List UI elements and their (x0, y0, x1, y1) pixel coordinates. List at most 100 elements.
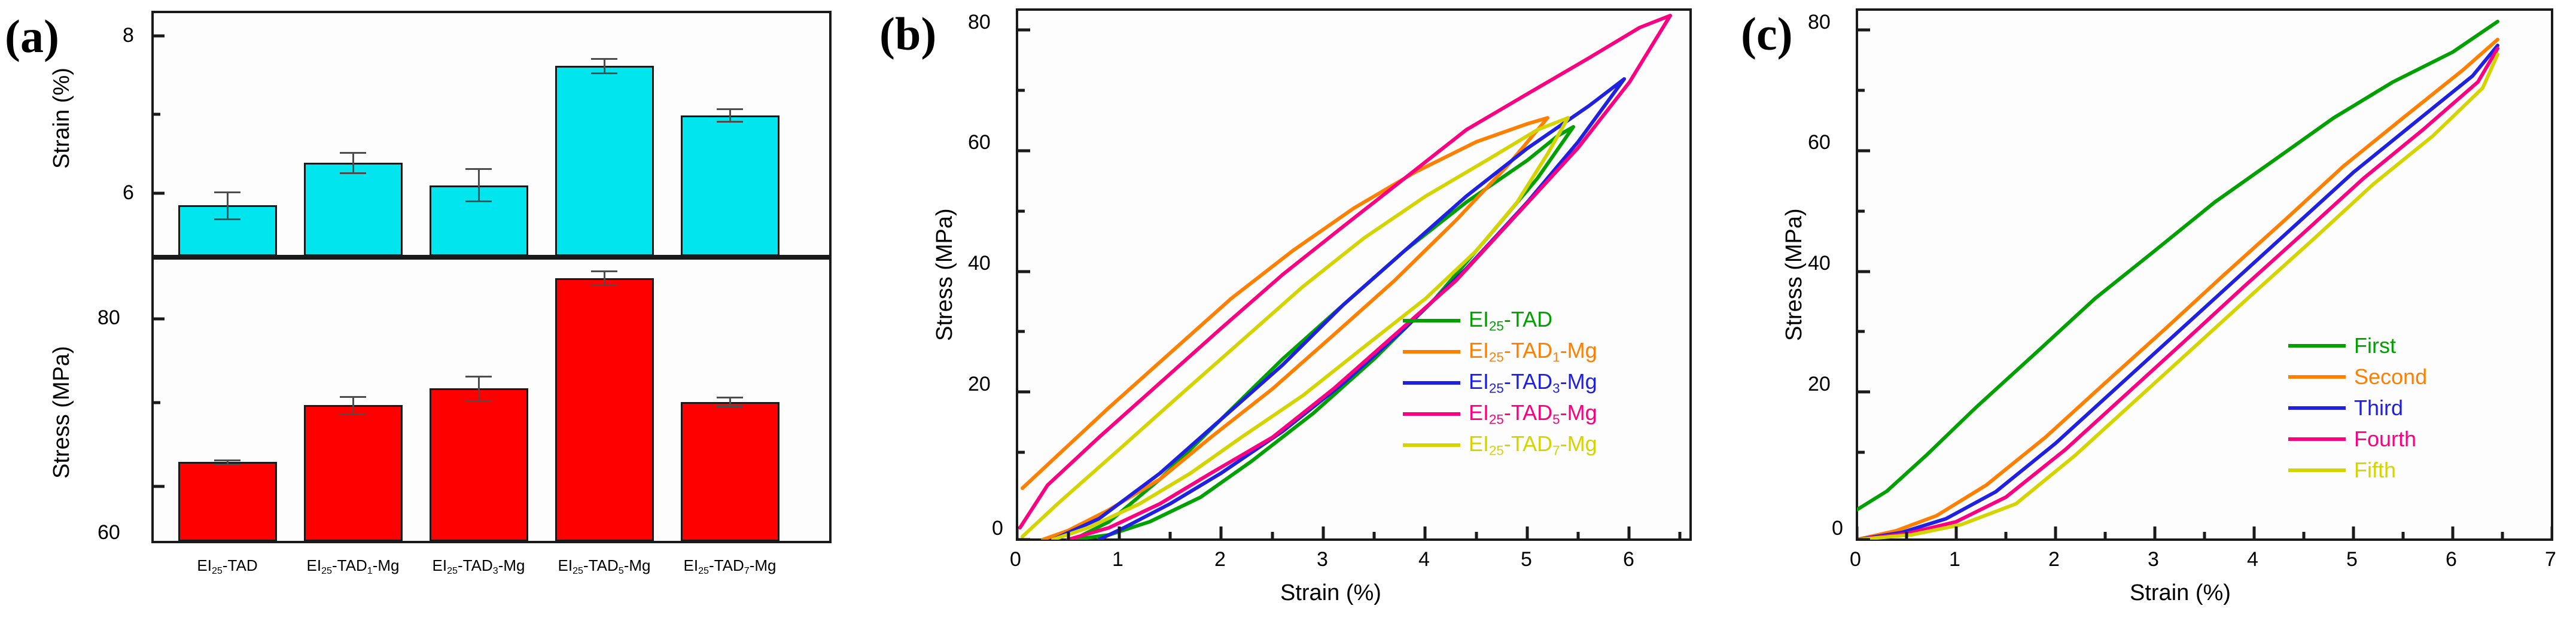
errorbar-strain-4 (717, 108, 743, 123)
cat1-sub2: 1 (367, 565, 373, 576)
legend-item-b-0[interactable]: EI25-TAD (1403, 305, 1597, 336)
category-label-1: EI25-TAD1-Mg (287, 556, 419, 577)
legb2-pre: EI (1469, 369, 1490, 394)
panel-c-legend: First Second Third Fourth Fifth (2288, 330, 2427, 486)
curve-c-fifth (1857, 53, 2499, 540)
cat1-mid: -TAD (332, 556, 367, 574)
panel-a-bottom-ytick-60: 60 (98, 521, 120, 544)
bar-strain-1 (304, 163, 403, 256)
legb4-post: -Mg (1560, 431, 1597, 456)
legend-label-c-3: Fourth (2354, 427, 2417, 451)
legb1-mid: -TAD (1503, 337, 1553, 363)
curve-b-pink (1018, 14, 1672, 540)
legend-item-c-2[interactable]: Third (2288, 392, 2427, 424)
legb3-sub1: 25 (1489, 412, 1504, 427)
panel-c-ytick-40: 40 (1808, 252, 1831, 275)
legb0-mid: -TAD (1503, 306, 1553, 331)
cat3-pre: EI (558, 556, 573, 574)
panel-b-xtick-6: 6 (1623, 548, 1634, 571)
legend-item-b-2[interactable]: EI25-TAD3-Mg (1403, 367, 1597, 398)
panel-a-top-ylabel: Strain (%) (49, 68, 74, 169)
legb3-sub2: 5 (1552, 412, 1560, 427)
legb2-sub2: 3 (1552, 381, 1560, 396)
legend-label-b-2: EI25-TAD3-Mg (1469, 369, 1597, 396)
cat3-mid: -TAD (583, 556, 619, 574)
legend-label-c-1: Second (2354, 364, 2428, 389)
panel-b-xtick-1: 1 (1112, 548, 1123, 571)
panel-b: (b) Stress (MPa) Strain (%) 80 60 40 20 … (861, 0, 1723, 624)
bar-stress-3 (555, 278, 654, 541)
legend-item-c-0[interactable]: First (2288, 330, 2427, 361)
panel-b-ylabel: Stress (MPa) (932, 208, 957, 341)
legend-item-c-1[interactable]: Second (2288, 361, 2427, 392)
panel-c-xtick-3: 3 (2148, 548, 2159, 571)
errorbar-stress-0 (214, 459, 240, 465)
legend-swatch-b-4 (1403, 443, 1460, 447)
panel-c-xtick-7: 7 (2545, 548, 2556, 571)
legend-swatch-b-2 (1403, 381, 1460, 385)
panel-b-tick-marks (1016, 28, 1682, 541)
cat0-pre: EI (197, 556, 212, 574)
legend-swatch-c-0 (2288, 344, 2346, 348)
legb2-sub1: 25 (1489, 381, 1504, 396)
panel-b-xlabel: Strain (%) (1280, 580, 1381, 605)
panel-c-letter: (c) (1741, 8, 1793, 60)
legend-label-b-0: EI25-TAD (1469, 306, 1553, 333)
cat2-sub1: 25 (447, 565, 458, 576)
panel-a-top-axes-ticks (151, 34, 165, 195)
legend-swatch-b-3 (1403, 412, 1460, 416)
legb3-mid: -TAD (1503, 400, 1553, 425)
panel-b-xtick-2: 2 (1214, 548, 1226, 571)
panel-b-letter: (b) (879, 8, 937, 60)
panel-b-ytick-80: 80 (968, 11, 991, 34)
legend-item-b-1[interactable]: EI25-TAD1-Mg (1403, 336, 1597, 367)
legb1-post: -Mg (1560, 337, 1597, 363)
legb3-post: -Mg (1560, 400, 1597, 425)
panel-c-xtick-6: 6 (2446, 548, 2457, 571)
errorbar-stress-2 (465, 376, 492, 402)
panel-a-top-ytick-8: 8 (123, 24, 134, 47)
cat2-post: -Mg (498, 556, 525, 574)
curve-c-first (1857, 20, 2499, 512)
category-label-2: EI25-TAD3-Mg (413, 556, 544, 577)
cat3-sub2: 5 (618, 565, 624, 576)
panel-c-xtick-4: 4 (2247, 548, 2258, 571)
legend-item-c-4[interactable]: Fifth (2288, 455, 2427, 486)
panel-b-xtick-3: 3 (1317, 548, 1328, 571)
panel-b-legend: EI25-TAD EI25-TAD1-Mg EI25-TAD3-Mg EI25-… (1403, 305, 1597, 461)
panel-c-ytick-60: 60 (1808, 131, 1831, 154)
cat0-sub1: 25 (211, 565, 223, 576)
panel-b-curves (1018, 14, 1672, 540)
curve-c-second (1857, 38, 2499, 540)
panel-c-ytick-20: 20 (1808, 373, 1831, 395)
legb4-sub2: 7 (1552, 443, 1560, 458)
errorbar-stress-3 (591, 270, 617, 286)
panel-b-ytick-20: 20 (968, 373, 991, 395)
curve-b-blue (1051, 77, 1626, 540)
legb1-sub2: 1 (1552, 349, 1560, 365)
legb2-mid: -TAD (1503, 369, 1553, 394)
legb0-pre: EI (1469, 306, 1490, 331)
category-label-3: EI25-TAD5-Mg (538, 556, 670, 577)
legend-item-c-3[interactable]: Fourth (2288, 424, 2427, 455)
panel-c-xtick-1: 1 (1949, 548, 1960, 571)
cat2-sub2: 3 (492, 565, 498, 576)
cat1-post: -Mg (372, 556, 400, 574)
legend-swatch-c-2 (2288, 406, 2346, 410)
errorbar-stress-1 (340, 396, 366, 415)
bar-stress-4 (681, 402, 780, 541)
legend-label-c-2: Third (2354, 395, 2404, 420)
errorbar-strain-1 (340, 152, 366, 174)
panel-c-xtick-5: 5 (2346, 548, 2358, 571)
legend-swatch-c-4 (2288, 468, 2346, 472)
legend-label-c-4: Fifth (2354, 458, 2397, 482)
cat3-sub1: 25 (573, 565, 583, 576)
legb4-mid: -TAD (1503, 431, 1553, 456)
cat1-sub1: 25 (321, 565, 332, 576)
legend-item-b-4[interactable]: EI25-TAD7-Mg (1403, 430, 1597, 461)
panel-c-xtick-2: 2 (2048, 548, 2060, 571)
errorbar-strain-3 (591, 58, 617, 74)
panel-c-xlabel: Strain (%) (2130, 580, 2231, 605)
legend-item-b-3[interactable]: EI25-TAD5-Mg (1403, 398, 1597, 430)
